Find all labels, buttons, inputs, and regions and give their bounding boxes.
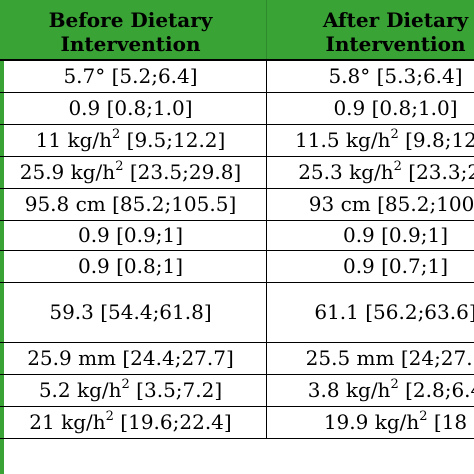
cell-value-prefix: 11.5 kg/h [295, 128, 391, 152]
header-after-line-2: Intervention [325, 32, 466, 56]
cell-value-superscript: 2 [121, 377, 130, 392]
cell-value-superscript: 2 [115, 159, 124, 174]
cell-value-prefix: 19.9 kg/h [323, 410, 420, 434]
table-cell-before: 0.9 [0.9;1] [0, 219, 267, 251]
header-after-intervention: After Dietary Intervention [266, 0, 474, 60]
table-cell-after: 5.8° [5.3;6.4] [266, 59, 474, 93]
table-row: 59.3 [54.4;61.8] 61.1 [56.2;63.6] [0, 281, 474, 343]
table-row: 5.2 kg/h2 [3.5;7.2]3.8 kg/h2 [2.8;6.4 [0, 373, 474, 407]
table-cell-before: 25.9 kg/h2 [23.5;29.8] [0, 155, 267, 189]
cell-value-range: [3.5;7.2] [129, 378, 223, 402]
table-cell-before: 11 kg/h2 [9.5;12.2] [0, 123, 267, 157]
table-cell-after: 93 cm [85.2;100] [266, 187, 474, 221]
table-row: 5.7° [5.2;6.4] 5.8° [5.3;6.4] [0, 59, 474, 93]
table-cell-after: 11.5 kg/h2 [9.8;12.2 [266, 123, 474, 157]
cell-value-superscript: 2 [390, 377, 399, 392]
table-row: 25.9 mm [24.4;27.7] 25.5 mm [24;27.7 [0, 341, 474, 375]
table-row: 0.9 [0.8;1] 0.9 [0.7;1] [0, 249, 474, 283]
table-cell-after: 19.9 kg/h2 [18 [266, 405, 474, 439]
results-table: Before Dietary Intervention After Dietar… [0, 0, 474, 439]
cell-value-range: [23.5;29.8] [123, 160, 242, 184]
header-before-line-1: Before Dietary [48, 8, 213, 32]
table-cell-before: 21 kg/h2 [19.6;22.4] [0, 405, 267, 439]
header-row: Before Dietary Intervention After Dietar… [0, 0, 474, 60]
table-cell-after: 0.9 [0.8;1.0] [266, 91, 474, 125]
cell-value-prefix: 21 kg/h [29, 410, 106, 434]
table-row: 0.9 [0.9;1] 0.9 [0.9;1] [0, 219, 474, 251]
table-cell-before: 59.3 [54.4;61.8] [0, 281, 267, 343]
table-cell-before: 95.8 cm [85.2;105.5] [0, 187, 267, 221]
cell-value-superscript: 2 [393, 159, 402, 174]
table-cell-before: 5.2 kg/h2 [3.5;7.2] [0, 373, 267, 407]
table-cell-before: 25.9 mm [24.4;27.7] [0, 341, 267, 375]
table-cell-before: 5.7° [5.2;6.4] [0, 59, 267, 93]
cell-value-prefix: 3.8 kg/h [307, 378, 391, 402]
table-cell-after: 0.9 [0.7;1] [266, 249, 474, 283]
cell-value-prefix: 5.2 kg/h [38, 378, 122, 402]
table-row: 95.8 cm [85.2;105.5] 93 cm [85.2;100] [0, 187, 474, 221]
header-before-intervention: Before Dietary Intervention [0, 0, 267, 60]
table-cell-after: 0.9 [0.9;1] [266, 219, 474, 251]
table-cell-after: 25.3 kg/h2 [23.3;28 [266, 155, 474, 189]
cell-value-prefix: 25.3 kg/h [298, 160, 394, 184]
cell-value-range: [9.8;12.2 [405, 128, 474, 152]
table-row: 25.9 kg/h2 [23.5;29.8]25.3 kg/h2 [23.3;2… [0, 155, 474, 189]
table-cell-before: 0.9 [0.8;1] [0, 249, 267, 283]
cell-value-prefix: 11 kg/h [35, 128, 113, 152]
cell-value-superscript: 2 [105, 409, 114, 424]
cell-value-range: [19.6;22.4] [113, 410, 232, 434]
table-row: 21 kg/h2 [19.6;22.4] 19.9 kg/h2 [18 [0, 405, 474, 439]
header-before-line-2: Intervention [60, 32, 201, 56]
table-cell-after: 61.1 [56.2;63.6] [266, 281, 474, 343]
cell-value-range: [9.5;12.2] [120, 128, 226, 152]
table-body: 5.7° [5.2;6.4] 5.8° [5.3;6.4] 0.9 [0.8;1.0… [0, 59, 474, 439]
cell-value-prefix: 25.9 kg/h [19, 160, 116, 184]
cell-value-range: [23.3;28 [408, 160, 474, 184]
table-cell-after: 25.5 mm [24;27.7 [266, 341, 474, 375]
header-after-line-1: After Dietary [322, 8, 469, 32]
cell-value-superscript: 2 [419, 409, 428, 424]
table-row: 0.9 [0.8;1.0] 0.9 [0.8;1.0] [0, 91, 474, 125]
table-row: 11 kg/h2 [9.5;12.2]11.5 kg/h2 [9.8;12.2 [0, 123, 474, 157]
table-cell-after: 3.8 kg/h2 [2.8;6.4 [266, 373, 474, 407]
cell-value-range: [18 [427, 410, 468, 434]
cell-value-range: [2.8;6.4 [405, 378, 474, 402]
cell-value-superscript: 2 [390, 127, 399, 142]
cell-value-superscript: 2 [112, 127, 121, 142]
table-cell-before: 0.9 [0.8;1.0] [0, 91, 267, 125]
